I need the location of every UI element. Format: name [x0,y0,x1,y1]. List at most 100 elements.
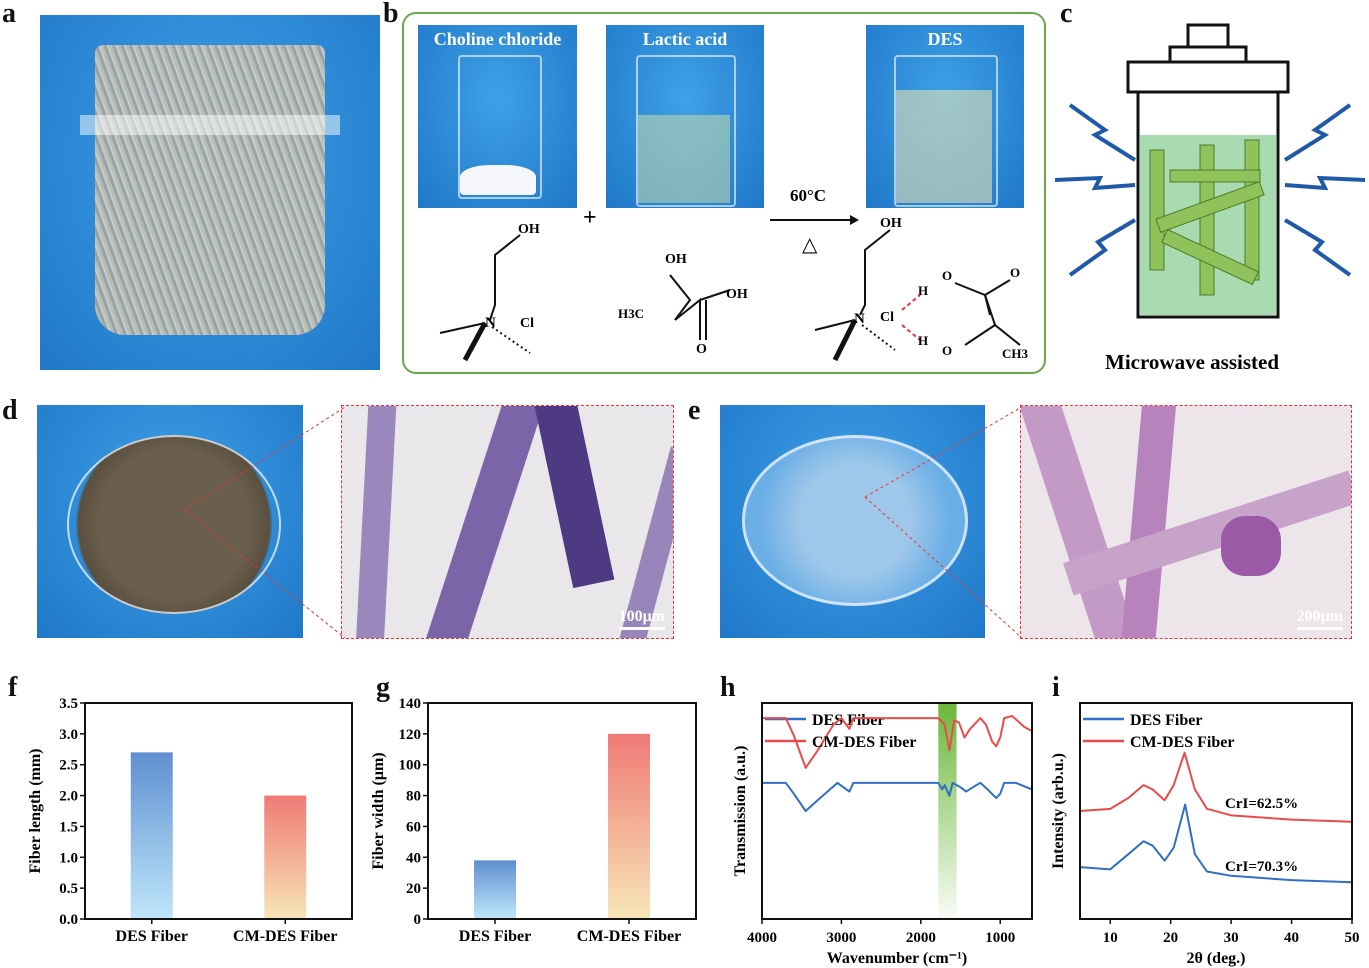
des-synthesis-frame [402,12,1046,374]
legend-label: DES Fiber [812,712,884,729]
nitrogen-label: N [485,315,496,331]
panel-label-e: e [688,395,701,426]
panel-label-d: d [2,395,18,426]
y-axis-label: Fiber length (mm) [27,748,44,873]
crystallinity-annotation: CrI=62.5% [1225,796,1298,812]
y-tick-label: 120 [399,727,422,743]
y-tick-label: 60 [406,819,421,835]
panel-label-b: b [383,0,399,29]
plot-frame [761,702,1033,920]
plot-frame [427,702,697,920]
x-tick-label: 50 [1345,930,1360,946]
methyl-label: H3C [618,306,644,321]
photo-label: DES [927,29,963,49]
y-tick-label: 80 [406,789,421,805]
legend-label: CM-DES Fiber [812,734,916,751]
panel-label-c: c [1060,0,1073,29]
bar-cm-des-fiber [608,733,650,919]
oxygen-label: O [942,343,952,358]
chloride-label: Cl [520,316,534,331]
photo-label: Choline chloride [433,29,562,49]
plot-frame [84,702,353,920]
hydroxyl-label: OH [518,222,540,237]
bar-des-fiber [130,752,173,919]
oxygen-label: O [1010,265,1020,280]
des-photo: DES [866,25,1024,208]
zoom-connector-lines [184,406,346,639]
series-line-cm-des-fiber [1079,751,1353,823]
scale-bar: 100μm [618,608,665,630]
y-tick-label: 20 [406,881,421,897]
x-tick-label: CM-DES Fiber [233,928,337,945]
hydrogen-label: H [918,333,928,348]
x-axis-label: Wavenumber (cm⁻¹) [827,950,967,967]
choline-chloride-photo: Choline chloride [418,25,577,208]
lactic-acid-photo: Lactic acid [606,25,764,208]
heat-symbol: △ [802,234,818,256]
y-tick-label: 0.0 [59,912,78,928]
highlight-band [938,704,957,918]
cm-des-fiber-micrograph: 200μm [1020,405,1352,639]
des-fiber-dish-photo [37,405,303,638]
x-tick-label: 20 [1163,930,1178,946]
y-tick-label: 0.5 [59,881,78,897]
x-tick-label: 1000 [985,930,1015,946]
legend-label: CM-DES Fiber [1130,734,1234,751]
chloride-label: Cl [880,310,894,325]
x-tick-label: 3000 [826,930,856,946]
plus-sign: + [583,205,597,231]
cm-des-fiber-dish-photo [720,405,985,638]
y-tick-label: 2.5 [59,758,78,774]
oxygen-label: O [942,268,952,283]
x-tick-label: 4000 [747,930,777,946]
x-tick-label: 2000 [906,930,936,946]
reaction-arrow [770,215,859,225]
y-tick-label: 3.5 [59,696,78,712]
panel-label-f: f [8,672,18,703]
panel-label-i: i [1052,672,1060,703]
bar-cm-des-fiber [264,795,307,919]
y-tick-label: 3.0 [59,727,78,743]
y-tick-label: 140 [399,696,422,712]
y-tick-label: 2.0 [59,789,78,805]
x-tick-label: 40 [1284,930,1299,946]
carbonyl-label: O [696,342,707,357]
scale-label: 200μm [1296,608,1343,625]
panel-label-g: g [376,672,390,703]
hydroxyl-label: OH [726,287,748,302]
hydrogen-label: H [918,283,928,298]
x-tick-label: DES Fiber [459,928,531,945]
y-tick-label: 40 [406,850,421,866]
series-line-cm-des-fiber [762,714,1033,769]
scale-label: 100μm [618,608,665,625]
y-axis-label: Intensity (arb.u.) [1050,753,1067,869]
legend-label: DES Fiber [1130,712,1202,729]
microwave-caption: Microwave assisted [1105,350,1279,374]
microwave-reactor-diagram [1054,23,1366,319]
y-axis-label: Transmission (a.u.) [732,746,749,877]
x-tick-label: 30 [1224,930,1239,946]
chemical-structures: OH N Cl OH H3C OH O OH N Cl H O O H O CH… [439,216,1029,362]
y-tick-label: 1.5 [59,819,78,835]
y-tick-label: 0 [414,912,422,928]
methyl-label: CH3 [1002,346,1029,361]
x-axis-label: 2θ (deg.) [1186,950,1245,967]
bar-des-fiber [474,860,516,919]
series-line-des-fiber [1079,803,1353,884]
scale-bar: 200μm [1296,608,1343,630]
y-tick-label: 1.0 [59,850,78,866]
panel-label-h: h [720,672,736,703]
hydroxyl-label: OH [880,216,902,231]
x-tick-label: CM-DES Fiber [577,928,681,945]
y-axis-label: Fiber width (μm) [370,752,387,869]
crystallinity-annotation: CrI=70.3% [1225,859,1298,875]
photo-label: Lactic acid [642,29,728,49]
plot-frame [1079,702,1353,920]
fiber-container-photo [40,15,380,370]
zoom-connector-lines [864,406,1023,639]
series-line-des-fiber [762,781,1033,812]
panel-label-a: a [2,0,16,29]
x-tick-label: DES Fiber [116,928,188,945]
reaction-temperature: 60°C [790,186,827,205]
des-fiber-micrograph: 100μm [341,405,674,639]
